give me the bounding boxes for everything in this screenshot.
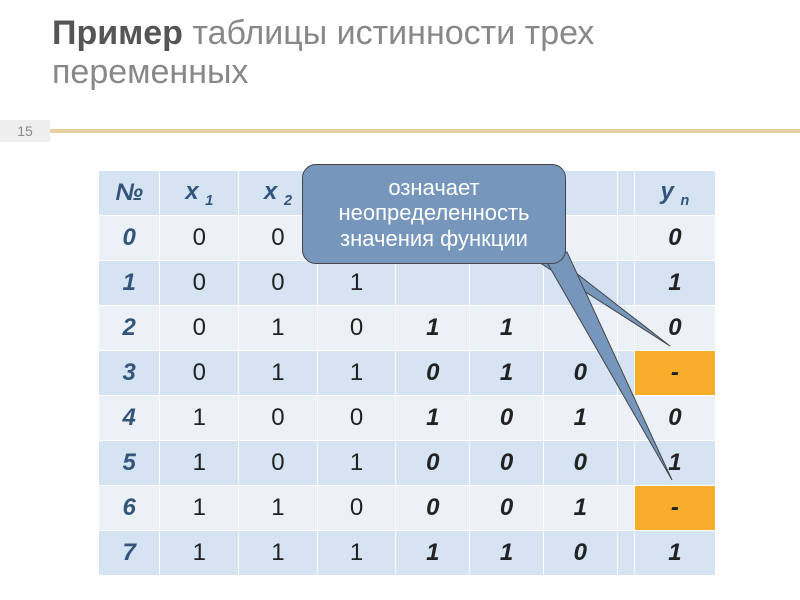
callout-text: означает неопределенность значения функц… (338, 175, 529, 251)
callout-tail-2 (0, 0, 800, 600)
callout-bubble: означает неопределенность значения функц… (302, 164, 566, 264)
